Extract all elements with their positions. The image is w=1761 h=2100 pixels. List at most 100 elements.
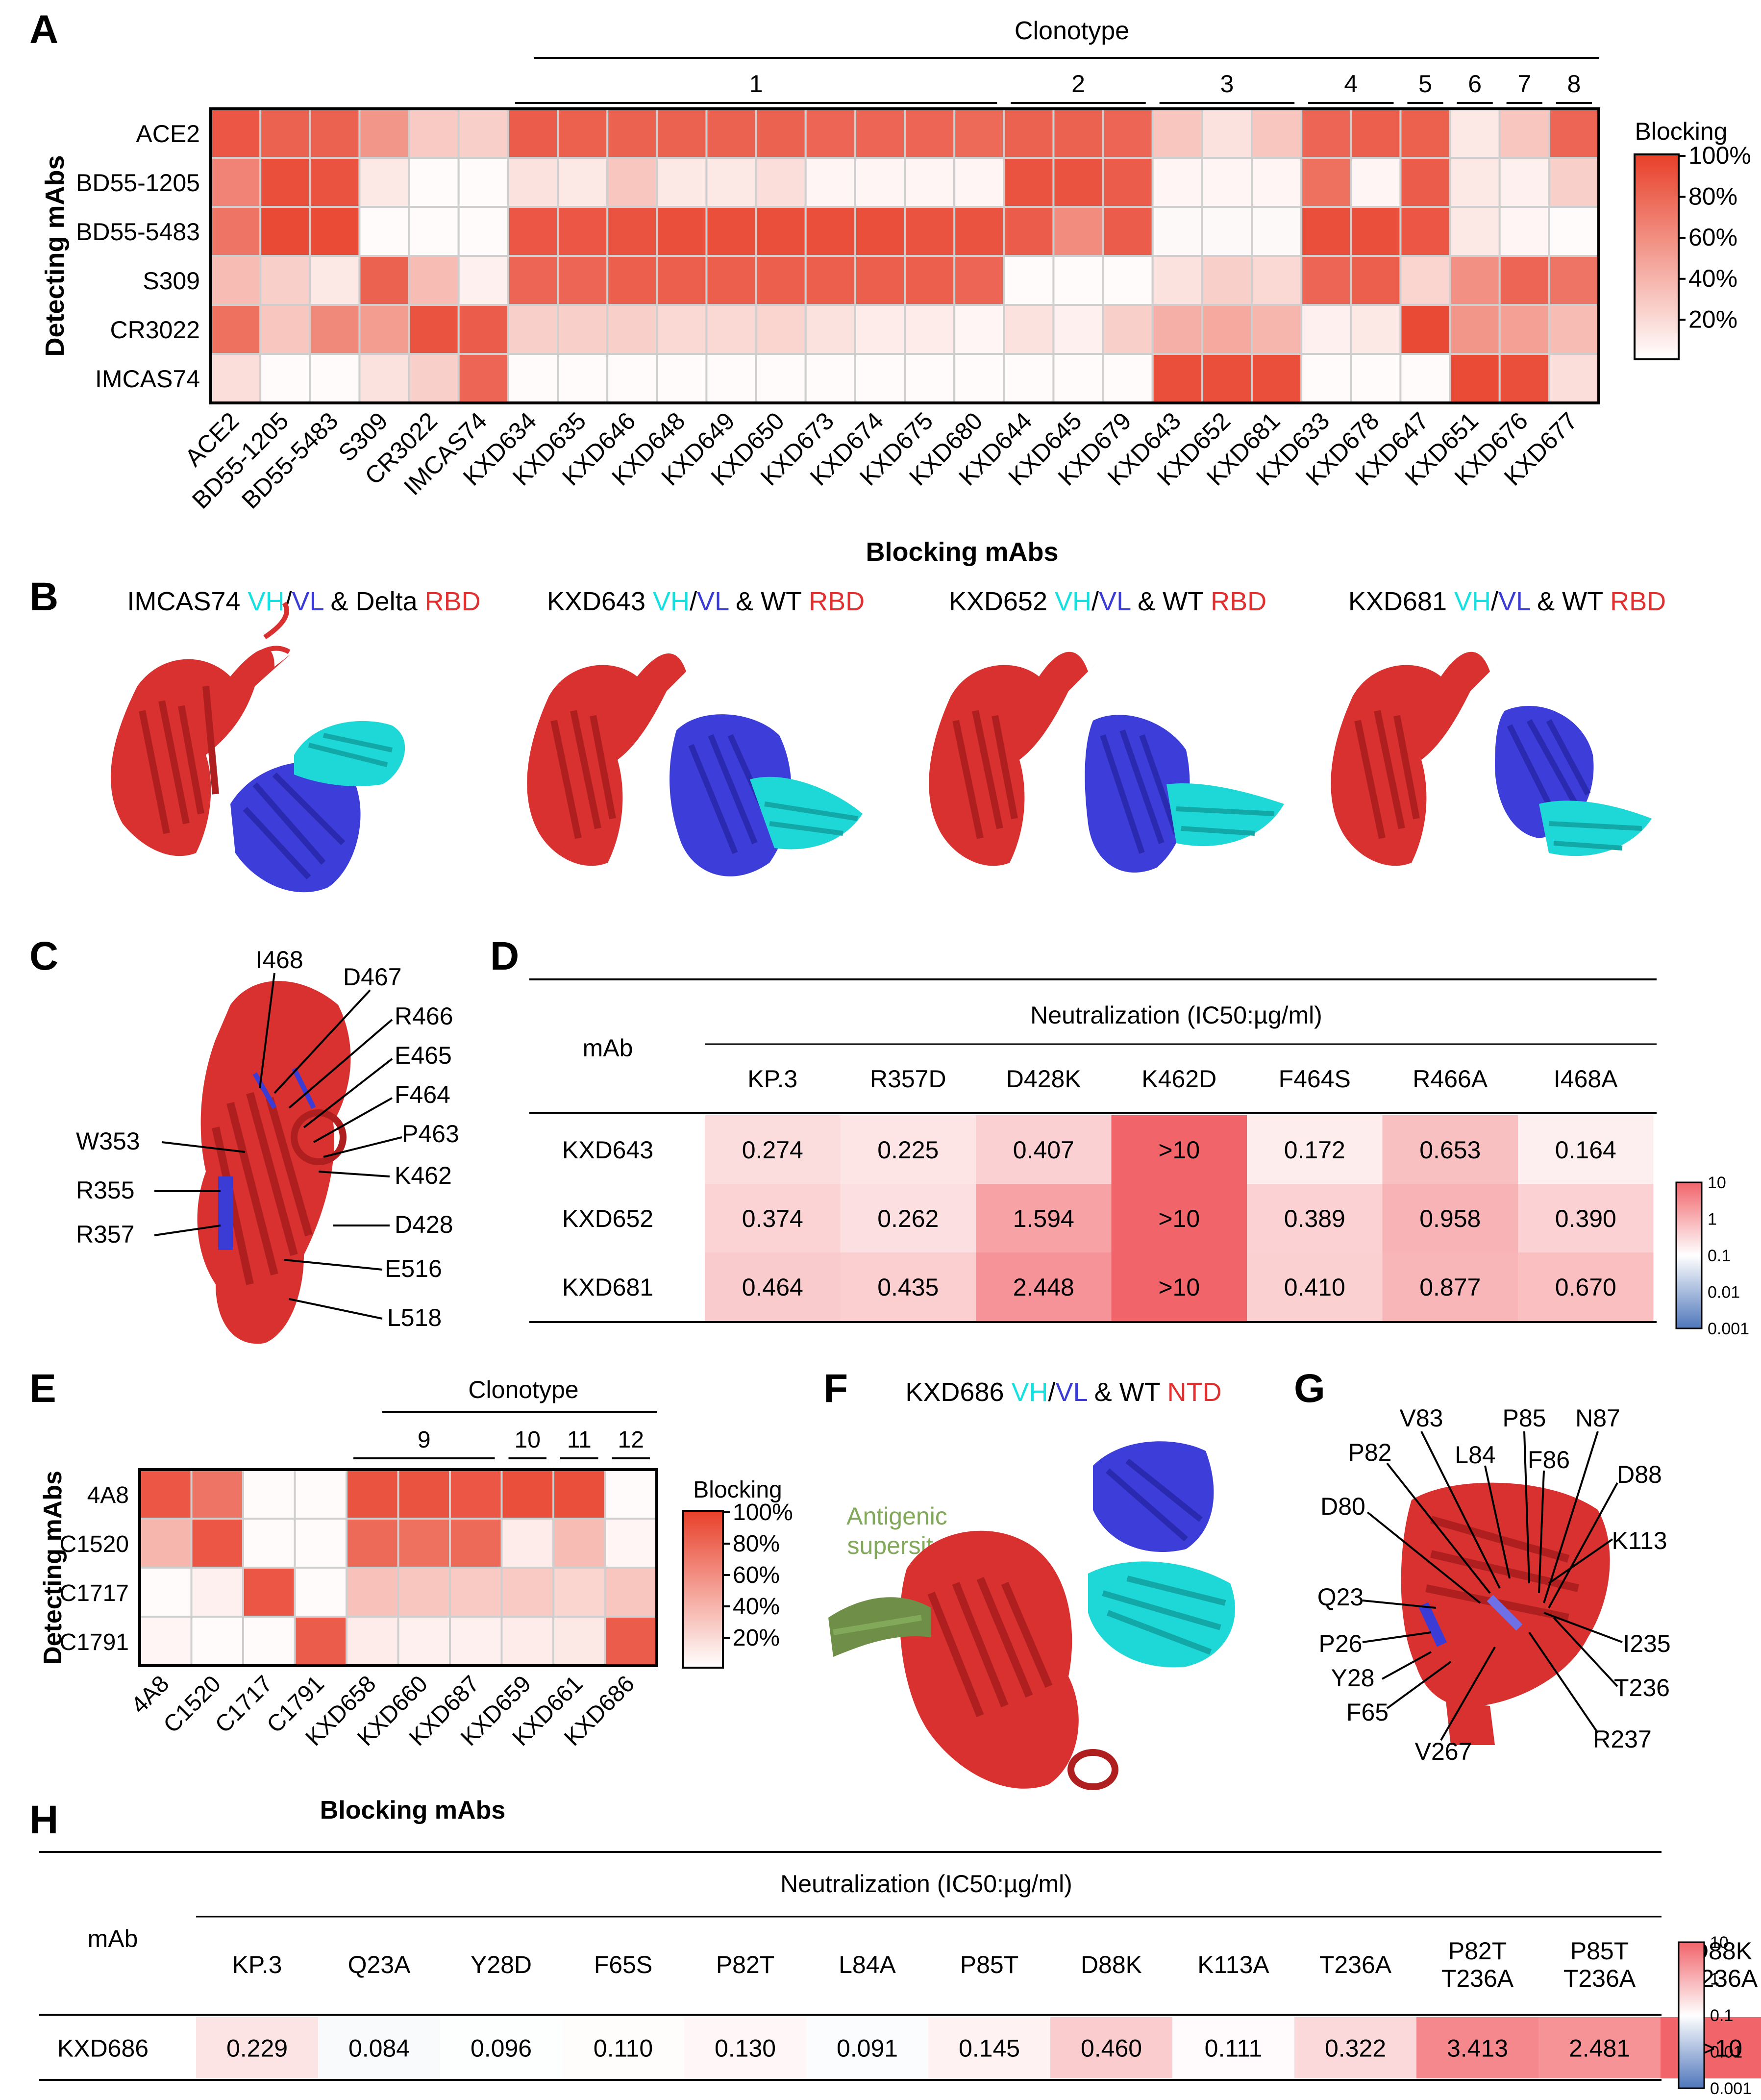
- heatmap-cell: [1052, 353, 1104, 404]
- panel-label-b: B: [29, 575, 58, 619]
- residue-label-d467: D467: [343, 963, 402, 991]
- heatmap-cell: [259, 157, 311, 208]
- panel-label-f: F: [823, 1366, 848, 1411]
- heatmap-cell: [854, 304, 906, 355]
- heatmap-cell: [557, 353, 609, 404]
- table-cell-bg: [684, 2017, 806, 2078]
- heatmap-cell: [1548, 206, 1600, 257]
- y-axis-title: Detecting mAbs: [40, 155, 70, 356]
- heatmap-cell: [854, 157, 906, 208]
- heatmap-cell: [1201, 157, 1253, 208]
- table-cell-value: 0.407: [1013, 1136, 1074, 1164]
- heatmap-cell: [755, 353, 807, 404]
- table-cells: KXD686 0.229 0.084 0.096 0.110 0.130 0.091 0.14…: [57, 2017, 1761, 2078]
- heatmap-cell: [309, 304, 361, 355]
- heatmap-cell: [294, 1567, 347, 1618]
- heatmap-cell: [507, 255, 559, 306]
- table-cell-value: 0.262: [877, 1205, 939, 1232]
- colorbar-tick-label: 0.01: [1708, 1283, 1740, 1302]
- table-cell-value: 0.274: [742, 1136, 803, 1164]
- residue-label-p82: P82: [1348, 1439, 1392, 1466]
- heatmap-cell: [1151, 304, 1203, 355]
- table-cell-value: 0.096: [471, 2035, 532, 2062]
- table-cell-bg: [1172, 2017, 1294, 2078]
- clonotype-label: 10: [515, 1427, 541, 1453]
- table-cell-value: 0.389: [1284, 1205, 1345, 1232]
- heatmap-cell: [1251, 255, 1303, 306]
- heatmap-cell: [259, 206, 311, 257]
- heatmap-cell: [1102, 157, 1154, 208]
- residue-label-w353: W353: [76, 1127, 140, 1155]
- heatmap-cell: [309, 353, 361, 404]
- heatmap-cell: [358, 157, 410, 208]
- residue-label-i235: I235: [1623, 1630, 1670, 1657]
- heatmap-cell: [408, 353, 460, 404]
- table-cell-value: 0.110: [594, 2035, 653, 2062]
- legend-tick-label: 60%: [733, 1562, 780, 1588]
- residue-leader-lines: [154, 973, 402, 1320]
- table-cell-bg: [1111, 1115, 1247, 1184]
- table-cell-bg: [1518, 1252, 1654, 1321]
- table-cell-value: 0.229: [226, 2035, 288, 2062]
- table-cell-bg: [562, 2017, 684, 2078]
- heatmap-cell: [1201, 206, 1253, 257]
- heatmap-cell: [449, 1518, 503, 1569]
- residue-label-k113: K113: [1612, 1527, 1667, 1554]
- table-cell-value: 0.084: [348, 2035, 410, 2062]
- heatmap-cell: [1350, 157, 1402, 208]
- panel-b-structures: IMCAS74 VH/VL & Delta RBD KXD643 VH/VL &…: [111, 587, 1666, 893]
- colorbar-tick-label: 0.001: [1708, 1320, 1749, 1338]
- residue-label-n87: N87: [1575, 1404, 1620, 1432]
- heatmap-a-frame: [209, 107, 1600, 404]
- table-cell-bg: [705, 1184, 841, 1252]
- heatmap-cell: [408, 304, 460, 355]
- heatmap-cell: [190, 1616, 244, 1667]
- heatmap-cells: [210, 108, 1600, 404]
- heatmap-cell: [656, 157, 708, 208]
- residue-label-p26: P26: [1319, 1630, 1363, 1657]
- heatmap-cell: [139, 1567, 193, 1618]
- heatmap-cell: [1449, 206, 1501, 257]
- heatmap-cell: [953, 353, 1005, 404]
- table-cell-value: 0.464: [742, 1274, 803, 1301]
- heatmap-cell: [408, 108, 460, 159]
- residue-label-k462: K462: [395, 1162, 452, 1189]
- table-cell-value: >10: [1158, 1274, 1200, 1301]
- heatmap-cell: [1300, 255, 1352, 306]
- structure-title-ntd: KXD686 VH/VL & WT NTD: [905, 1377, 1221, 1407]
- table-column-headers: KP.3 Q23A Y28D F65S P82T L84A P85T D88K K113A T23…: [232, 1937, 1758, 1992]
- heatmap-cell: [457, 157, 509, 208]
- protein-structure-2: [527, 653, 863, 876]
- rbd-structure: [197, 981, 351, 1344]
- heatmap-cell: [1350, 255, 1402, 306]
- column-header: D428K: [1006, 1065, 1081, 1093]
- legend-tick-label: 80%: [733, 1531, 780, 1557]
- heatmap-cell: [1300, 157, 1352, 208]
- heatmap-cell: [1399, 108, 1451, 159]
- heatmap-cell: [259, 108, 311, 159]
- heatmap-cell: [358, 255, 410, 306]
- legend-tick-label: 100%: [1688, 142, 1751, 169]
- heatmap-cell: [1399, 206, 1451, 257]
- clonotype-label: 8: [1567, 70, 1581, 98]
- x-axis-title: Blocking mAbs: [866, 537, 1058, 567]
- table-cell-bg: [1518, 1115, 1654, 1184]
- heatmap-cell: [755, 206, 807, 257]
- heatmap-cell: [904, 108, 956, 159]
- heatmap-cell: [705, 353, 757, 404]
- heatmap-cell: [804, 255, 856, 306]
- panel-label-d: D: [490, 934, 519, 978]
- legend-colorbar: [1634, 153, 1680, 360]
- heatmap-cell: [1201, 353, 1253, 404]
- heatmap-cell: [309, 255, 361, 306]
- heatmap-cell: [953, 157, 1005, 208]
- legend-title: Blocking: [1635, 118, 1728, 145]
- heatmap-cell: [408, 157, 460, 208]
- protein-structure-1: [111, 601, 405, 893]
- table-cell-bg: [1111, 1252, 1247, 1321]
- heatmap-cell: [953, 206, 1005, 257]
- table-cell-bg: [318, 2017, 440, 2078]
- column-label: C1717: [210, 1671, 277, 1738]
- heatmap-cell: [210, 157, 262, 208]
- panel-label-g: G: [1294, 1366, 1325, 1411]
